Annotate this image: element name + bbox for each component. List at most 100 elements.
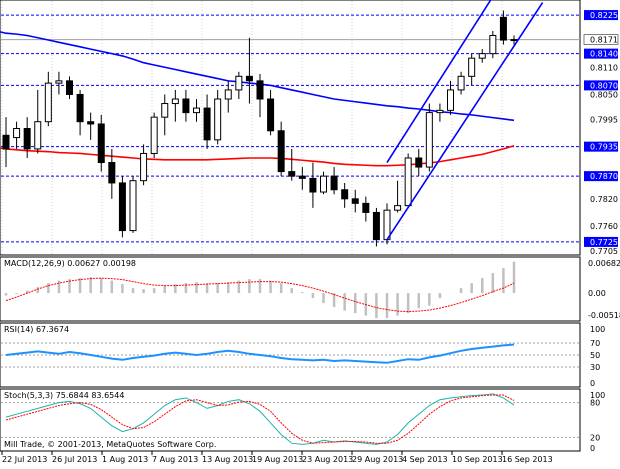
rsi-title: RSI(14) 67.3674 (4, 325, 69, 334)
stoch-title: Stoch(5,3,3) 75.6844 83.6544 (4, 391, 124, 400)
candle-body (203, 107, 211, 141)
rsi-pane[interactable] (0, 322, 581, 388)
candle-body (468, 57, 476, 77)
stoch-axis-label: 80 (590, 399, 600, 408)
date-label: 13 Aug 2013 (202, 455, 253, 464)
macd-signal-line (5, 277, 515, 313)
stoch-indicator (1, 393, 580, 445)
stoch-signal-line (5, 394, 515, 444)
price-label: 0.8225 (590, 11, 618, 20)
price-label: 0.7760 (590, 222, 618, 231)
rsi-axis-label: 70 (590, 339, 600, 348)
macd-axis: 0.00682 0.00 -0.00518 (588, 259, 620, 320)
candle-body (404, 157, 412, 207)
candle-body (171, 98, 179, 105)
candle-body (394, 205, 402, 211)
date-label: 26 Jul 2013 (52, 455, 97, 464)
candle-body (341, 189, 349, 200)
macd-axis-label: 0.00682 (588, 259, 620, 268)
rsi-line (5, 343, 515, 364)
candle-body (129, 180, 137, 232)
price-label-bg (584, 141, 618, 152)
candle-body (457, 75, 465, 91)
candle-body (489, 34, 497, 55)
price-label: 0.7995 (590, 115, 618, 124)
price-label: 0.7870 (590, 172, 618, 181)
candle-body (193, 107, 200, 114)
price-label-bg (584, 171, 618, 182)
candle-body (2, 134, 10, 150)
candle-body (44, 82, 52, 123)
candle-body (362, 202, 370, 213)
price-label: 0.8140 (590, 50, 618, 59)
rsi-axis: 100 70 50 30 0 (590, 325, 605, 388)
candle-body (478, 53, 486, 59)
candle-body (87, 121, 95, 125)
candle-body (298, 175, 306, 179)
price-label-bg (584, 48, 618, 59)
date-label: 22 Jul 2013 (2, 455, 47, 464)
date-label: 10 Sep 2013 (452, 455, 503, 464)
candle-body (447, 89, 454, 111)
date-label: 16 Sep 2013 (502, 455, 553, 464)
candle-body (510, 39, 518, 42)
price-channel[interactable] (386, 0, 544, 241)
candle-body (13, 128, 21, 139)
rsi-axis-label: 100 (590, 325, 605, 334)
current-price-bg (583, 34, 619, 45)
price-label-bg (584, 10, 618, 21)
candle-body (108, 162, 116, 184)
stoch-axis-label: 20 (590, 433, 600, 442)
candles (2, 10, 518, 247)
price-label: 0.8171 (590, 36, 618, 45)
macd-axis-label: -0.00518 (588, 311, 620, 320)
price-label-bg (584, 80, 618, 91)
candle-body (436, 109, 444, 114)
price-label: 0.8070 (590, 81, 618, 90)
main-grid (1, 1, 503, 254)
price-label: 0.7935 (590, 143, 618, 152)
candle-body (309, 177, 317, 193)
candle-body (499, 16, 507, 41)
price-label: 0.8050 (590, 90, 618, 99)
candle-body (23, 128, 31, 150)
price-label: 0.7820 (590, 195, 618, 204)
date-label: 4 Sep 2013 (402, 455, 448, 464)
rsi-indicator (1, 342, 580, 368)
ma-fast-line (0, 31, 515, 122)
candle-body (76, 93, 84, 123)
rsi-axis-label: 30 (590, 363, 600, 372)
price-label: 0.8110 (590, 63, 618, 72)
candle-body (66, 80, 73, 95)
channel-lower-line[interactable] (386, 2, 544, 241)
candle-body (267, 98, 275, 132)
date-label: 7 Aug 2013 (152, 455, 198, 464)
main-pane[interactable] (0, 0, 581, 256)
candle-body (214, 98, 222, 141)
candle-body (256, 80, 264, 100)
price-label-bg (584, 236, 618, 247)
candle-body (55, 80, 63, 84)
candle-body (320, 175, 327, 193)
macd-indicator (4, 261, 516, 319)
macd-axis-label: 0.00 (588, 289, 606, 298)
candle-body (140, 152, 148, 182)
channel-upper-line[interactable] (386, 0, 543, 163)
candle-body (97, 123, 105, 164)
candle-body (34, 121, 42, 150)
stoch-axis-label: 100 (590, 391, 605, 400)
candle-body (245, 75, 253, 82)
candle-body (235, 75, 243, 91)
date-label: 23 Aug 2013 (302, 455, 353, 464)
stoch-axis-label: 0 (590, 444, 595, 453)
candle-body (415, 157, 423, 168)
rsi-axis-label: 50 (590, 351, 600, 360)
date-label: 29 Aug 2013 (352, 455, 403, 464)
stoch-pane[interactable] (0, 388, 581, 452)
macd-title: MACD(12,26,9) 0.00627 0.00198 (4, 259, 136, 268)
candle-body (277, 130, 285, 173)
